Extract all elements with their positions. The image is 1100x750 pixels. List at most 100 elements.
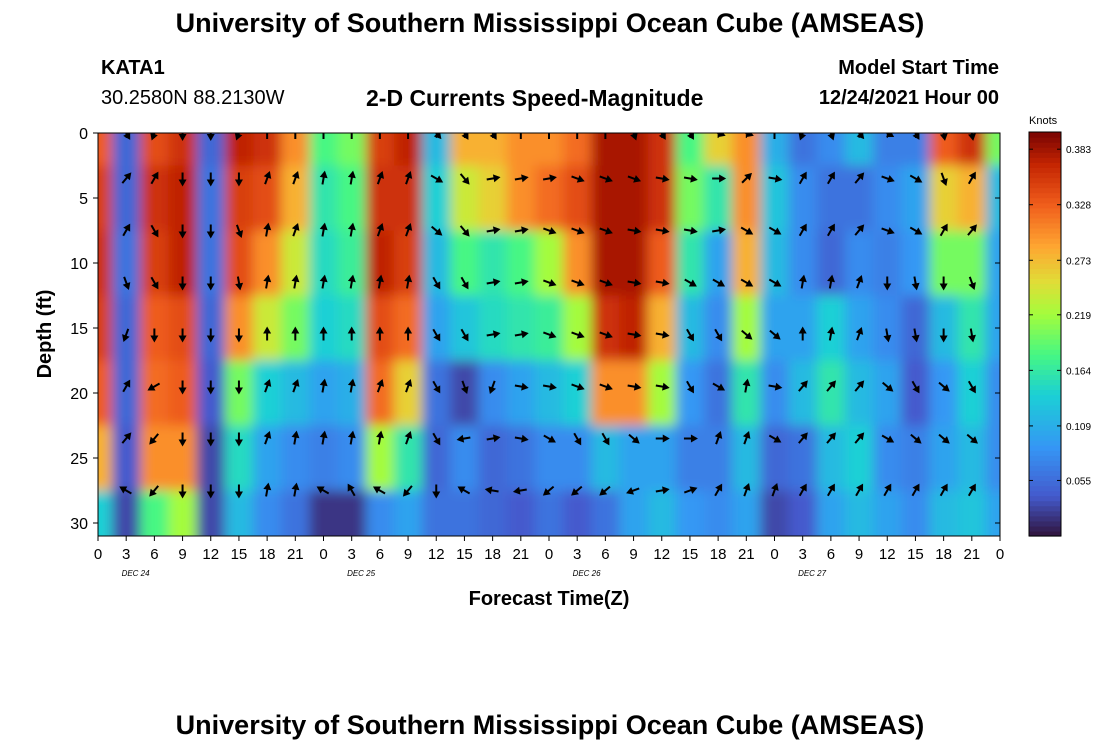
current-arrow <box>234 484 243 499</box>
heatmap-cell <box>534 295 564 361</box>
current-arrow <box>714 483 723 497</box>
current-arrow <box>122 379 131 393</box>
x-tick-label: 21 <box>738 546 755 563</box>
current-arrow <box>769 329 781 340</box>
current-arrow <box>911 276 920 291</box>
plot-title: 2-D Currents Speed-Magnitude <box>366 85 704 111</box>
colorbar-step <box>1029 253 1061 259</box>
current-arrow <box>404 274 413 289</box>
heatmap-cell <box>563 490 592 536</box>
footer-title: University of Southern Mississippi Ocean… <box>175 710 925 740</box>
heatmap-cell <box>337 490 367 536</box>
date-label: DEC 25 <box>347 569 376 578</box>
x-tick-label: 21 <box>287 546 304 563</box>
colorbar-step <box>1029 495 1061 502</box>
current-arrow <box>432 484 441 499</box>
current-arrow <box>542 382 557 391</box>
colorbar-step <box>1029 460 1061 466</box>
heatmap-cell <box>478 425 508 491</box>
colorbar-step <box>1029 455 1061 461</box>
current-arrow <box>938 433 950 444</box>
current-arrow <box>571 485 583 496</box>
heatmap-cell <box>112 360 141 426</box>
x-tick-label: 18 <box>710 546 727 563</box>
heatmap-cell <box>478 230 508 296</box>
colorbar-step <box>1029 152 1061 158</box>
colorbar-step <box>1029 273 1061 280</box>
colorbar-step <box>1029 258 1061 264</box>
y-tick-label: 5 <box>79 191 88 208</box>
heatmap-cell <box>196 490 226 536</box>
current-arrow <box>291 430 300 445</box>
colorbar-step <box>1029 520 1061 527</box>
current-arrow <box>741 329 753 340</box>
current-arrow <box>347 430 356 445</box>
heatmap-cell <box>393 133 423 166</box>
current-arrow <box>206 328 215 343</box>
current-arrow <box>149 433 159 445</box>
heatmap-cell <box>957 360 987 426</box>
x-tick-label: 0 <box>94 546 102 563</box>
heatmap-cell <box>873 295 902 361</box>
current-arrow <box>122 133 131 140</box>
colorbar-step <box>1029 450 1061 456</box>
current-arrow <box>235 276 244 291</box>
colorbar-step <box>1029 435 1061 441</box>
heatmap-cell <box>506 165 536 231</box>
current-arrow <box>234 380 243 395</box>
current-arrow <box>178 380 187 395</box>
current-arrow <box>432 328 441 342</box>
current-arrow <box>826 380 837 392</box>
current-arrow <box>291 482 300 497</box>
current-arrow <box>460 276 469 290</box>
heatmap-cell <box>732 295 761 361</box>
heatmap-cell <box>816 133 846 166</box>
current-arrow <box>655 330 670 339</box>
current-arrow <box>627 278 642 287</box>
colorbar-step <box>1029 409 1061 416</box>
heatmap-cell <box>901 165 931 231</box>
current-arrow <box>486 226 501 235</box>
current-arrow <box>347 483 356 497</box>
heatmap-cell <box>591 165 620 231</box>
heatmap-cell <box>534 165 564 231</box>
colorbar-step <box>1029 364 1061 370</box>
heatmap-cell <box>422 425 451 491</box>
current-arrow <box>798 326 807 341</box>
heatmap-cell <box>985 490 1000 536</box>
heatmap-cell <box>168 133 198 166</box>
current-arrow <box>798 380 808 392</box>
current-arrow <box>684 278 697 287</box>
current-arrow <box>543 279 557 287</box>
colorbar-step <box>1029 339 1061 345</box>
x-tick-label: 9 <box>629 546 637 563</box>
heatmap-cell <box>422 490 451 536</box>
heatmap-cell <box>675 490 705 536</box>
current-arrow <box>514 278 529 287</box>
heatmap-cell <box>929 360 959 426</box>
colorbar-step <box>1029 283 1061 290</box>
x-tick-label: 0 <box>770 546 778 563</box>
colorbar-step <box>1029 505 1061 512</box>
current-arrow <box>655 278 670 287</box>
heatmap-cell <box>619 295 649 361</box>
heatmap-cell <box>422 133 451 166</box>
current-arrow <box>404 170 413 185</box>
current-arrow <box>599 227 613 235</box>
heatmap-cell <box>591 295 620 361</box>
current-arrow <box>150 171 159 185</box>
x-tick-label: 3 <box>348 546 356 563</box>
heatmap-cell <box>647 490 677 536</box>
heatmap-cell <box>647 360 677 426</box>
colorbar-step <box>1029 217 1061 224</box>
current-arrow <box>514 330 529 339</box>
current-arrow <box>263 430 272 445</box>
current-arrow <box>827 171 835 185</box>
current-arrow <box>626 487 640 495</box>
x-tick-label: 9 <box>855 546 863 563</box>
current-arrow <box>827 483 835 497</box>
colorbar-step <box>1029 374 1061 381</box>
current-arrow <box>655 486 670 495</box>
current-arrow <box>347 326 356 341</box>
current-arrow <box>484 486 499 495</box>
